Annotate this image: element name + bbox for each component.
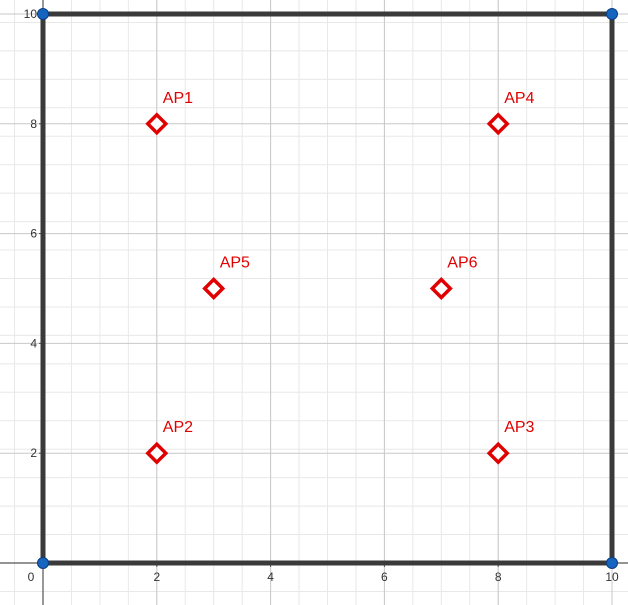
diamond-marker [486, 112, 510, 136]
ap-point-ap5: AP5 [202, 255, 250, 300]
corner-point [606, 557, 618, 569]
ap-point-ap2: AP2 [145, 419, 193, 465]
ap-point-ap4: AP4 [486, 90, 535, 136]
ap-point-ap1: AP1 [145, 90, 193, 136]
diamond-marker [145, 112, 169, 136]
x-tick-label: 2 [153, 570, 160, 584]
ap-label: AP5 [220, 255, 250, 272]
tick-labels: 0 2 4 6 8 10 2 4 6 8 10 [24, 7, 619, 584]
ap-label: AP3 [504, 419, 534, 436]
y-tick-label: 2 [30, 446, 37, 460]
ap-point-ap3: AP3 [486, 419, 535, 465]
diamond-marker [486, 441, 510, 465]
diamond-marker [202, 277, 226, 300]
corner-point [606, 8, 618, 20]
ap-label: AP6 [447, 255, 477, 272]
corner-point [37, 557, 49, 569]
ap-label: AP4 [504, 90, 534, 107]
corner-point [37, 8, 49, 20]
ap-label: AP2 [163, 419, 193, 436]
ap-point-ap6: AP6 [429, 255, 478, 300]
x-tick-label: 4 [267, 570, 274, 584]
y-tick-label: 6 [30, 227, 37, 241]
access-point-markers: AP1 AP2 AP3 AP4 AP5 AP6 [145, 90, 535, 465]
x-tick-label: 10 [605, 570, 619, 584]
y-tick-label: 8 [30, 117, 37, 131]
diamond-marker [429, 277, 453, 300]
boundary-square [37, 8, 618, 569]
x-tick-label: 8 [495, 570, 502, 584]
diamond-marker [145, 441, 169, 465]
x-tick-label: 6 [381, 570, 388, 584]
x-tick-label: 0 [28, 570, 35, 584]
y-tick-label: 4 [30, 336, 37, 350]
ap-label: AP1 [163, 90, 193, 107]
y-tick-label: 10 [24, 7, 38, 21]
